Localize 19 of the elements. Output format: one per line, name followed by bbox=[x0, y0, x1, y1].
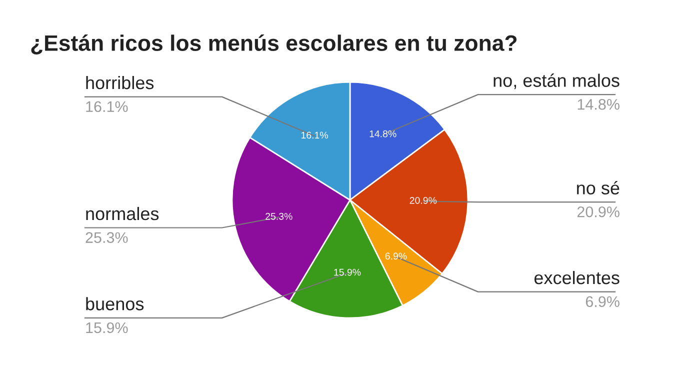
text: 6.9% bbox=[586, 296, 620, 308]
slice-label: buenos bbox=[86, 297, 144, 310]
data-label: 16.1% bbox=[301, 132, 328, 139]
text: 25.3% bbox=[86, 232, 128, 243]
text: 14.8% bbox=[578, 98, 620, 110]
data-label: 6.9% bbox=[385, 252, 407, 260]
text: 16.1% bbox=[86, 101, 128, 112]
data-label: 20.9% bbox=[410, 196, 437, 204]
data-label: 15.9% bbox=[334, 268, 361, 276]
slice-label: excelentes bbox=[534, 270, 620, 284]
text: 20.9% bbox=[577, 206, 620, 218]
data-label: 25.3% bbox=[266, 212, 292, 220]
slice-label: no, están malos bbox=[494, 74, 620, 90]
slice-label: no sé bbox=[577, 181, 620, 194]
text: 15.9% bbox=[86, 322, 128, 334]
chart-title: ¿Están ricos los menús escolares en tu zona? bbox=[31, 34, 517, 55]
data-label: 14.8% bbox=[370, 130, 396, 138]
slice-label: normales bbox=[86, 206, 159, 220]
slice-label: horribles bbox=[86, 76, 154, 90]
